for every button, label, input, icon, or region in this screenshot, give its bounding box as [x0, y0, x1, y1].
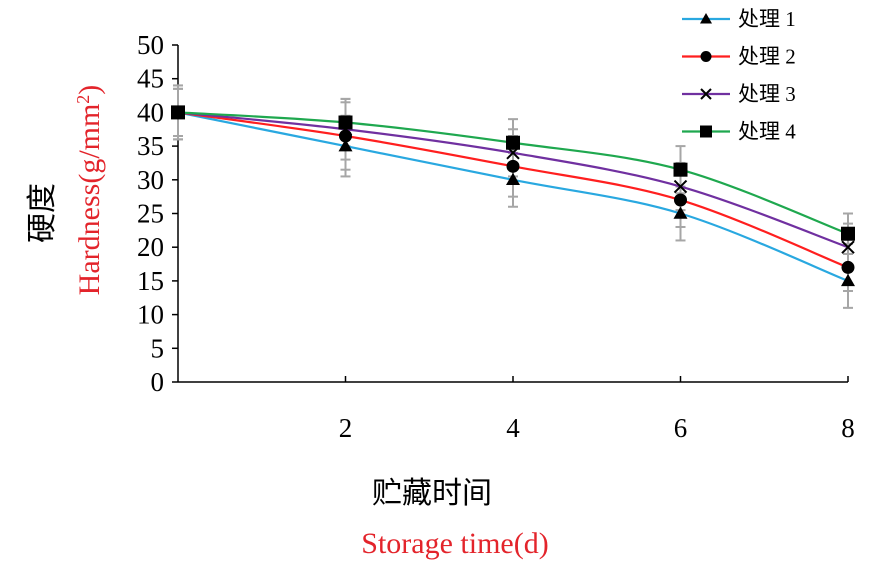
series-3-point — [673, 179, 688, 194]
series-2-point — [841, 260, 855, 274]
legend-label: 处理 3 — [738, 82, 796, 106]
y-tick-label: 10 — [137, 300, 164, 330]
y-tick-label: 30 — [137, 165, 164, 195]
x-axis-label-en: Storage time(d) — [361, 527, 548, 560]
x-tick-label: 2 — [339, 413, 353, 443]
x-marker-stroke — [673, 179, 688, 194]
series-4-point — [841, 226, 855, 241]
series-2-point — [506, 159, 520, 173]
y-axis-label-en-superscript: 2 — [73, 95, 93, 104]
legend-label: 处理 1 — [738, 7, 796, 31]
y-axis-label-en-prefix: Hardness(g/mm — [73, 104, 106, 296]
legend-label: 处理 2 — [738, 45, 796, 69]
y-tick-label: 45 — [137, 64, 164, 94]
series-4-point — [506, 135, 520, 150]
legend-item-3: 处理 3 — [682, 82, 796, 106]
series-2-point — [339, 129, 352, 143]
legend-item-1: 处理 1 — [682, 7, 796, 31]
y-axis-label-en: Hardness(g/mm2) — [73, 85, 106, 296]
y-tick-label: 5 — [151, 333, 165, 363]
legend-item-4: 处理 4 — [682, 120, 796, 144]
series-3-point — [841, 240, 855, 254]
x-tick-label: 6 — [674, 413, 688, 443]
series-4-point — [171, 105, 185, 120]
series-4-point — [673, 162, 688, 177]
y-tick-label: 25 — [137, 199, 164, 229]
legend-item-2: 处理 2 — [682, 45, 796, 69]
x-tick-label: 8 — [841, 413, 855, 443]
y-tick-label: 20 — [137, 232, 164, 262]
x-marker-stroke — [700, 88, 712, 100]
y-tick-label: 35 — [137, 131, 164, 161]
legend-label: 处理 4 — [738, 120, 796, 144]
series-1-point — [338, 139, 353, 152]
series-4-point — [338, 115, 353, 130]
series-2-point — [674, 193, 687, 207]
x-axis-label-cn: 贮藏时间 — [372, 476, 492, 511]
legend-marker — [700, 13, 712, 24]
legend-marker — [700, 125, 712, 138]
series-markers — [171, 105, 855, 287]
y-tick-label: 0 — [151, 367, 165, 397]
legend: 处理 1 处理 2 处理 3 处理 4 — [682, 7, 796, 144]
legend-marker — [700, 88, 712, 100]
x-marker-stroke — [841, 240, 855, 254]
y-axis-label-cn: 硬度 — [25, 183, 60, 243]
legend-marker — [700, 51, 712, 62]
x-tick-label: 4 — [506, 413, 520, 443]
y-tick-label: 40 — [137, 97, 164, 127]
y-axis-label-en-suffix: ) — [73, 85, 106, 95]
series-1-point — [841, 273, 855, 287]
series-1-point — [673, 206, 688, 219]
series-1-point — [506, 172, 520, 186]
x-axis-ticks: 2 4 6 8 — [339, 376, 855, 443]
y-tick-label: 15 — [137, 266, 164, 296]
y-tick-label: 50 — [137, 30, 164, 60]
